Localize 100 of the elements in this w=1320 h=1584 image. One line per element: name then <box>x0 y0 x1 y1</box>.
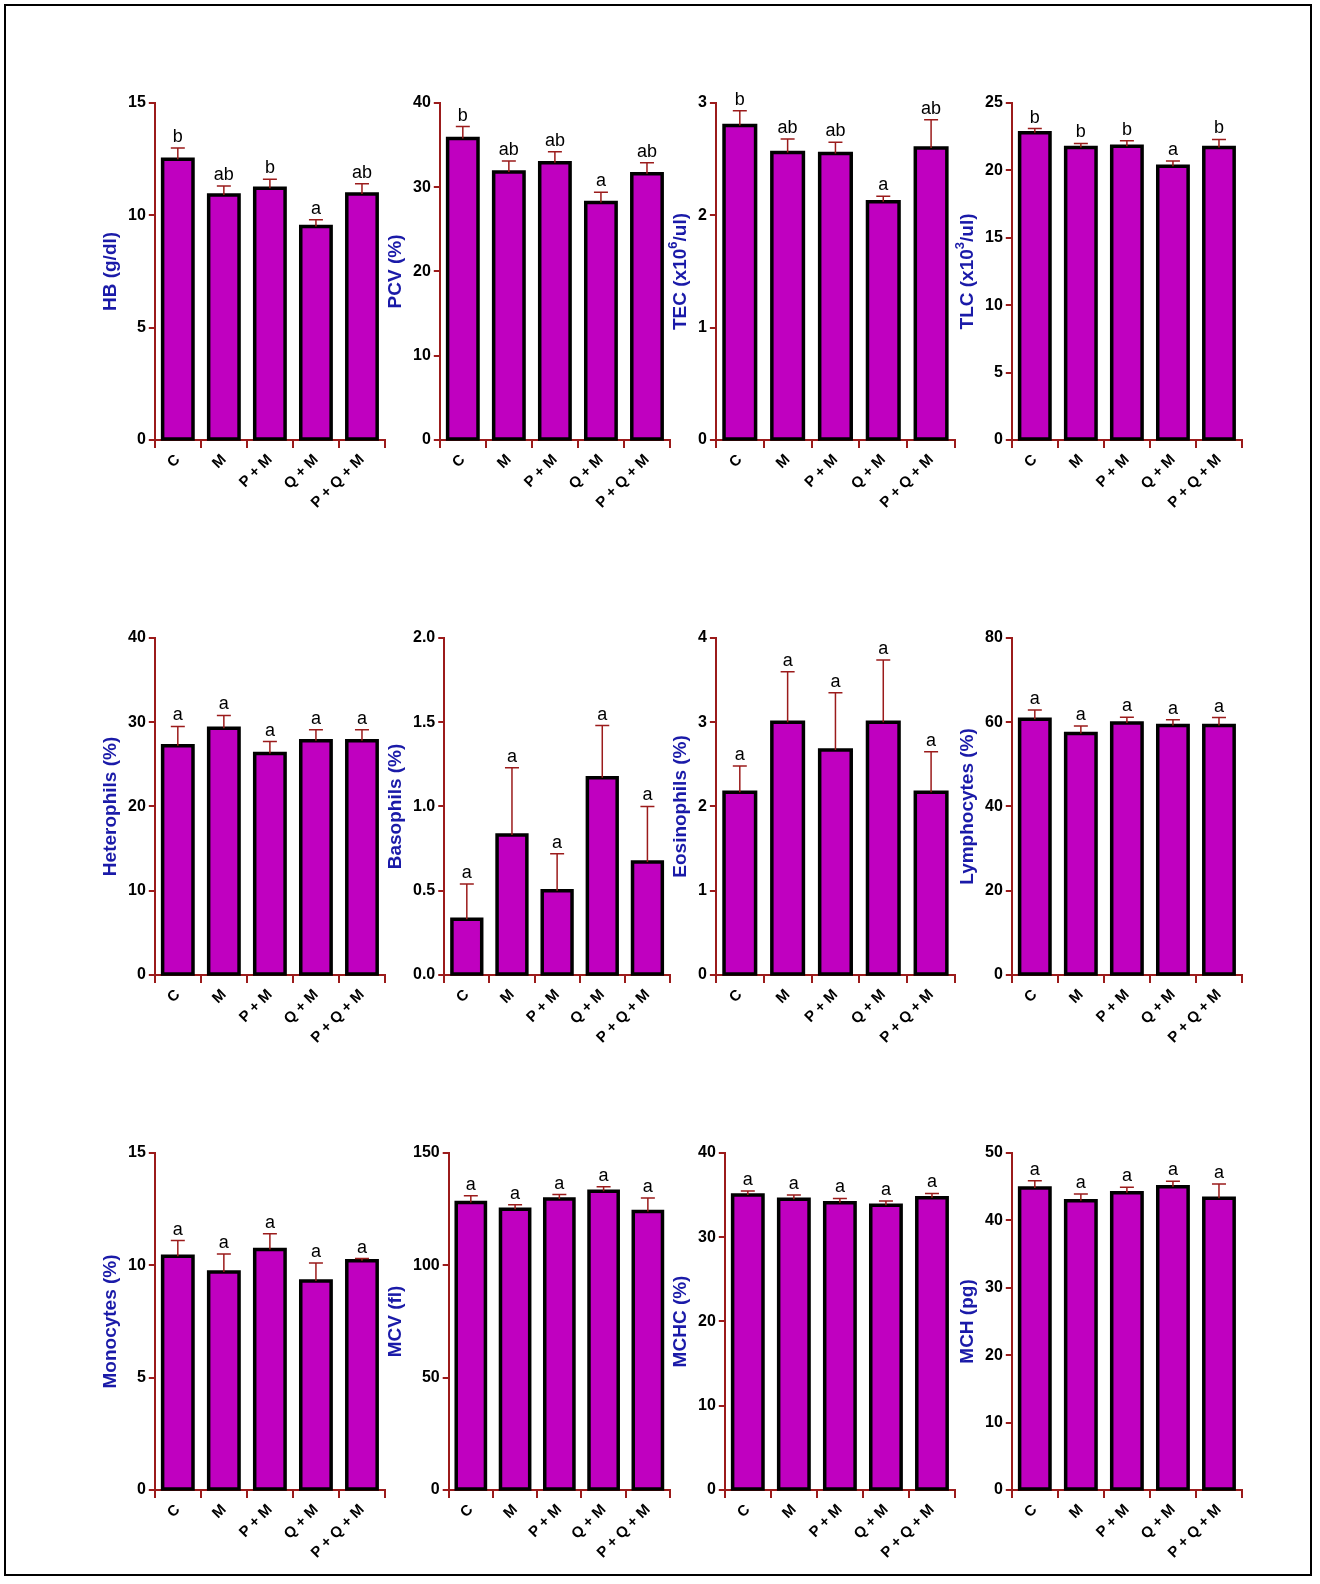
x-tick-label: C <box>1020 1500 1040 1521</box>
y-tick-label: 10 <box>128 881 146 899</box>
x-tick-label: Q + M <box>279 450 321 492</box>
x-tick-label: Q + M <box>564 450 606 492</box>
y-tick-label: 5 <box>993 362 1003 380</box>
x-tick-label: P + M <box>800 985 841 1026</box>
x-tick-label: Q + M <box>847 450 889 492</box>
annotation: ab <box>636 140 657 161</box>
annotation: a <box>310 197 322 218</box>
annotation: a <box>926 729 938 750</box>
x-tick-label: Q + M <box>847 985 889 1027</box>
x-tick-label: P + M <box>235 985 275 1026</box>
y-tick-label: 30 <box>128 712 146 730</box>
x-tick-label: P + M <box>524 1500 565 1541</box>
x-tick-label: C <box>163 985 183 1006</box>
y-tick-label: 50 <box>985 1143 1003 1161</box>
annotation: a <box>1121 1165 1133 1186</box>
annotation: ab <box>921 97 942 118</box>
annotation: a <box>642 1175 654 1196</box>
x-tick-label: P + M <box>235 1500 275 1541</box>
x-tick-label: P + M <box>805 1500 845 1541</box>
annotation: a <box>461 861 473 882</box>
annotation: a <box>878 637 890 658</box>
x-tick-label: M <box>493 450 514 472</box>
annotation: a <box>830 670 842 691</box>
annotation: a <box>172 704 184 725</box>
x-tick-label: P + M <box>1092 985 1132 1026</box>
x-tick-label: C <box>452 985 472 1006</box>
annotation: a <box>554 1172 566 1193</box>
x-tick-label: Q + M <box>566 985 608 1027</box>
annotation: a <box>1029 1158 1041 1179</box>
x-tick-label: M <box>771 985 793 1007</box>
annotation: a <box>1167 697 1179 718</box>
y-tick-label: 40 <box>128 628 146 646</box>
x-tick-label: P + M <box>520 450 560 491</box>
y-tick-label: 80 <box>985 628 1003 646</box>
y-tick-label: 20 <box>128 796 146 814</box>
y-tick-label: 0 <box>706 1480 716 1498</box>
x-tick-label: Q + M <box>1136 1500 1178 1542</box>
annotation: a <box>264 719 276 740</box>
y-tick-label: 4 <box>697 628 707 646</box>
x-tick-label: M <box>208 450 229 472</box>
x-tick-label: C <box>456 1500 476 1521</box>
y-tick-label: 0 <box>993 430 1003 448</box>
annotation: a <box>597 703 609 724</box>
annotation: a <box>880 1178 892 1199</box>
y-tick-label: 5 <box>136 1368 146 1386</box>
y-axis-title: TEC (x106/ul) <box>664 212 691 330</box>
annotation: b <box>1121 118 1132 139</box>
y-tick-label: 2.0 <box>412 628 436 646</box>
annotation: a <box>172 1218 184 1239</box>
y-tick-label: 30 <box>698 1227 716 1245</box>
annotation: a <box>782 649 794 670</box>
annotation: a <box>506 745 518 766</box>
annotation: a <box>1121 695 1133 716</box>
x-tick-label: C <box>1020 450 1040 471</box>
annotation: a <box>218 693 230 714</box>
annotation: a <box>1075 703 1087 724</box>
annotation: a <box>834 1176 846 1197</box>
y-axis-title: MCV (fl) <box>384 1285 406 1358</box>
annotation: b <box>734 88 745 109</box>
x-tick-label: M <box>1065 1500 1086 1522</box>
y-tick-label: 15 <box>128 93 146 111</box>
annotation: a <box>598 1164 610 1185</box>
y-tick-label: 20 <box>985 881 1003 899</box>
annotation: a <box>1029 687 1041 708</box>
y-tick-label: 2 <box>697 796 707 814</box>
annotation: ab <box>351 161 372 182</box>
y-axis-title: Heterophils (%) <box>99 736 121 877</box>
y-tick-label: 1.5 <box>412 712 436 730</box>
y-axis-title: TLC (x103/ul) <box>951 213 978 330</box>
y-axis-title: HB (g/dl) <box>99 231 121 312</box>
x-tick-label: Q + M <box>567 1500 609 1542</box>
x-tick-label: C <box>163 450 183 471</box>
annotation: a <box>734 744 746 764</box>
y-tick-label: 25 <box>985 93 1003 111</box>
x-tick-label: M <box>1065 450 1086 472</box>
annotation: a <box>1213 1161 1225 1182</box>
annotation: a <box>310 707 322 728</box>
y-tick-label: 150 <box>412 1143 440 1161</box>
y-tick-label: 0.5 <box>412 881 436 899</box>
annotation: a <box>1167 138 1179 159</box>
y-tick-label: 10 <box>985 1412 1003 1430</box>
annotation: b <box>457 104 468 125</box>
annotation: a <box>788 1173 800 1194</box>
y-tick-label: 100 <box>412 1255 440 1273</box>
y-tick-label: 10 <box>985 295 1003 313</box>
annotation: a <box>218 1232 230 1253</box>
annotation: b <box>172 125 183 146</box>
y-tick-label: 1.0 <box>412 796 436 814</box>
y-tick-label: 40 <box>413 93 431 111</box>
y-axis-title: PCV (%) <box>384 234 406 309</box>
y-tick-label: 20 <box>698 1311 716 1329</box>
y-axis-title: MCHC (%) <box>669 1275 691 1368</box>
y-tick-label: 0 <box>697 965 707 983</box>
y-tick-label: 2 <box>697 205 707 223</box>
y-tick-label: 1 <box>697 881 707 899</box>
y-tick-label: 0 <box>993 965 1003 983</box>
x-tick-label: C <box>725 985 745 1006</box>
y-tick-label: 0.0 <box>412 965 436 983</box>
